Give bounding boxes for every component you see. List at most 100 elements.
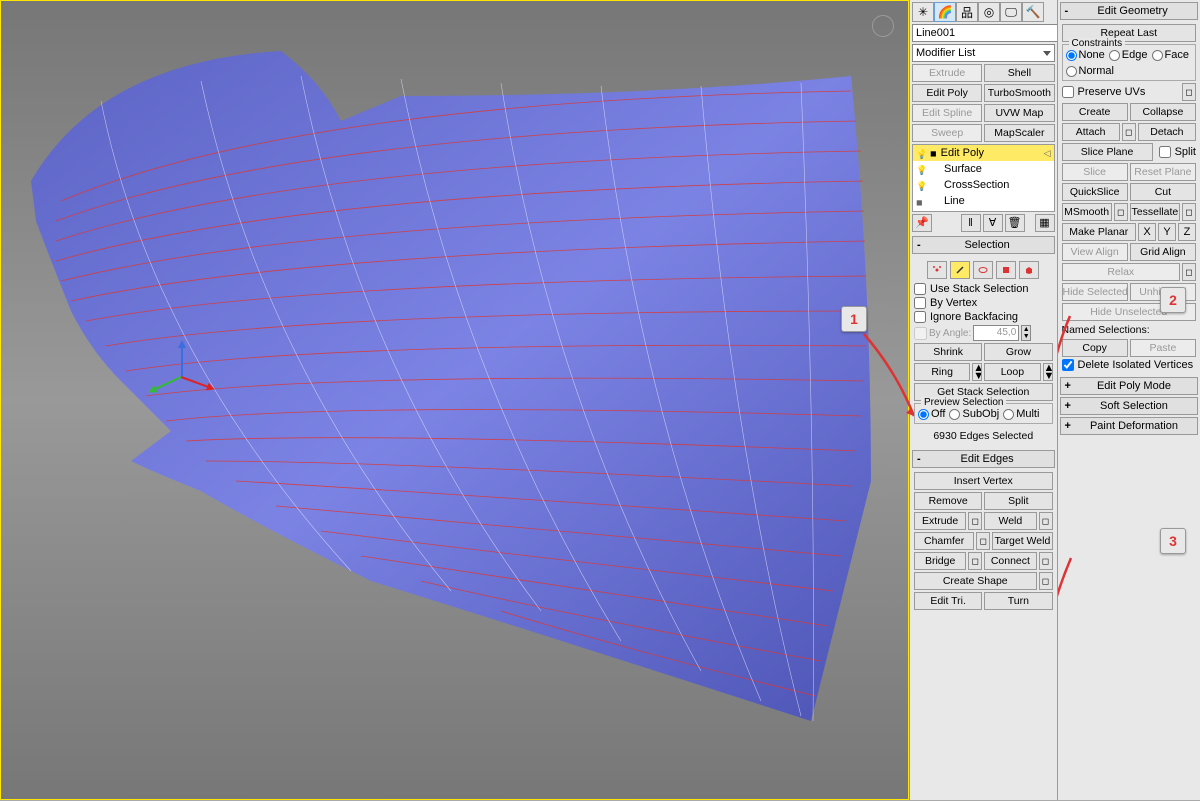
chamfer-btn[interactable]: Chamfer [914,532,974,550]
command-panel-left: ✳ 🌈 品 ◎ 🖵 🔨 Modifier List Extrude Shell E… [909,0,1057,800]
detach-btn[interactable]: Detach [1138,123,1196,141]
selection-rollout-header[interactable]: -Selection [912,236,1055,254]
tessellate-btn[interactable]: Tessellate [1130,203,1180,221]
remove-btn[interactable]: Remove [914,492,982,510]
object-name-input[interactable] [912,24,1057,42]
ignore-back-chk[interactable] [914,311,926,323]
pin-stack-icon[interactable]: 📌 [912,214,932,232]
bridge-btn[interactable]: Bridge [914,552,966,570]
make-unique-icon[interactable]: ∀ [983,214,1003,232]
configure-icon[interactable]: ▦ [1035,214,1055,232]
weld-btn[interactable]: Weld [984,512,1036,530]
show-end-icon[interactable]: ‖ [961,214,981,232]
modifier-stack[interactable]: ◼Edit Poly◁ Surface CrossSection Line [912,144,1055,212]
collapse-btn[interactable]: Collapse [1130,103,1196,121]
constraint-edge[interactable] [1109,50,1120,61]
by-vertex-chk[interactable] [914,297,926,309]
edit-edges-rollout-header[interactable]: -Edit Edges [912,450,1055,468]
edge-subobj[interactable] [950,261,970,279]
stack-line[interactable]: Line [944,195,965,207]
split-chk[interactable] [1159,146,1171,158]
insert-vertex-btn[interactable]: Insert Vertex [914,472,1053,490]
preserve-uvs-chk[interactable] [1062,86,1074,98]
chamfer-settings[interactable]: ◻ [976,532,990,550]
mapscaler-btn[interactable]: MapScaler [984,124,1054,142]
bridge-settings[interactable]: ◻ [968,552,982,570]
attach-settings[interactable]: ◻ [1122,123,1136,141]
vertex-subobj[interactable] [927,261,947,279]
view-align-btn: View Align [1062,243,1128,261]
preview-subobj[interactable] [949,409,960,420]
command-panel-right: -Edit Geometry Repeat Last Constraints N… [1057,0,1200,800]
constraint-normal[interactable] [1066,66,1077,77]
tessellate-settings[interactable]: ◻ [1182,203,1196,221]
connect-btn[interactable]: Connect [984,552,1036,570]
shell-btn[interactable]: Shell [984,64,1054,82]
make-planar-btn[interactable]: Make Planar [1062,223,1137,241]
uvwmap-btn[interactable]: UVW Map [984,104,1054,122]
quickslice-btn[interactable]: QuickSlice [1062,183,1128,201]
constraint-face[interactable] [1152,50,1163,61]
modify-tab-icon[interactable]: 🌈 [934,2,956,22]
border-subobj[interactable] [973,261,993,279]
planar-z[interactable]: Z [1178,223,1196,241]
grid-align-btn[interactable]: Grid Align [1130,243,1196,261]
ring-spinner[interactable]: ▲▼ [972,363,982,381]
editspline-btn: Edit Spline [912,104,982,122]
attach-btn[interactable]: Attach [1062,123,1120,141]
edit-tri-btn[interactable]: Edit Tri. [914,592,982,610]
use-stack-chk[interactable] [914,283,926,295]
cut-btn[interactable]: Cut [1130,183,1196,201]
soft-sel-rollout-header[interactable]: +Soft Selection [1060,397,1199,415]
extrude-edge-btn[interactable]: Extrude [914,512,966,530]
del-iso-chk[interactable] [1062,359,1074,371]
shrink-btn[interactable]: Shrink [914,343,982,361]
weld-settings[interactable]: ◻ [1039,512,1053,530]
split-btn[interactable]: Split [984,492,1052,510]
create-btn[interactable]: Create [1062,103,1128,121]
msmooth-btn[interactable]: MSmooth [1062,203,1112,221]
poly-mode-rollout-header[interactable]: +Edit Poly Mode [1060,377,1199,395]
stack-cross[interactable]: CrossSection [944,179,1009,191]
ring-btn[interactable]: Ring [914,363,970,381]
loop-spinner[interactable]: ▲▼ [1043,363,1053,381]
create-tab-icon[interactable]: ✳ [912,2,934,22]
grow-btn[interactable]: Grow [984,343,1052,361]
target-weld-btn[interactable]: Target Weld [992,532,1052,550]
angle-value: 45,0 [973,325,1019,341]
display-tab-icon[interactable]: 🖵 [1000,2,1022,22]
element-subobj[interactable] [1019,261,1039,279]
motion-tab-icon[interactable]: ◎ [978,2,1000,22]
stack-editpoly[interactable]: Edit Poly [941,147,984,159]
edit-geom-rollout-header[interactable]: -Edit Geometry [1060,2,1199,20]
named-sel-label: Named Selections: [1062,324,1197,336]
hierarchy-tab-icon[interactable]: 品 [956,2,978,22]
create-shape-settings[interactable]: ◻ [1039,572,1053,590]
stack-surface[interactable]: Surface [944,163,982,175]
preview-multi[interactable] [1003,409,1014,420]
copy-btn[interactable]: Copy [1062,339,1128,357]
create-shape-btn[interactable]: Create Shape [914,572,1037,590]
preserve-settings[interactable]: ◻ [1182,83,1196,101]
viewcube-icon[interactable] [868,11,898,41]
hide-sel-btn: Hide Selected [1062,283,1128,301]
remove-mod-icon[interactable]: 🗑 [1005,214,1025,232]
editpoly-btn[interactable]: Edit Poly [912,84,982,102]
relax-settings[interactable]: ◻ [1182,263,1196,281]
slice-plane-btn[interactable]: Slice Plane [1062,143,1153,161]
polygon-subobj[interactable] [996,261,1016,279]
paint-def-rollout-header[interactable]: +Paint Deformation [1060,417,1199,435]
utilities-tab-icon[interactable]: 🔨 [1022,2,1044,22]
viewport[interactable]: 1 [0,0,908,800]
constraint-none[interactable] [1066,50,1077,61]
planar-y[interactable]: Y [1158,223,1176,241]
msmooth-settings[interactable]: ◻ [1114,203,1128,221]
planar-x[interactable]: X [1138,223,1156,241]
preview-off[interactable] [918,409,929,420]
turn-btn[interactable]: Turn [984,592,1052,610]
modifier-list-dropdown[interactable]: Modifier List [912,44,1055,62]
turbosmooth-btn[interactable]: TurboSmooth [984,84,1054,102]
extrude-settings[interactable]: ◻ [968,512,982,530]
loop-btn[interactable]: Loop [984,363,1040,381]
connect-settings[interactable]: ◻ [1039,552,1053,570]
